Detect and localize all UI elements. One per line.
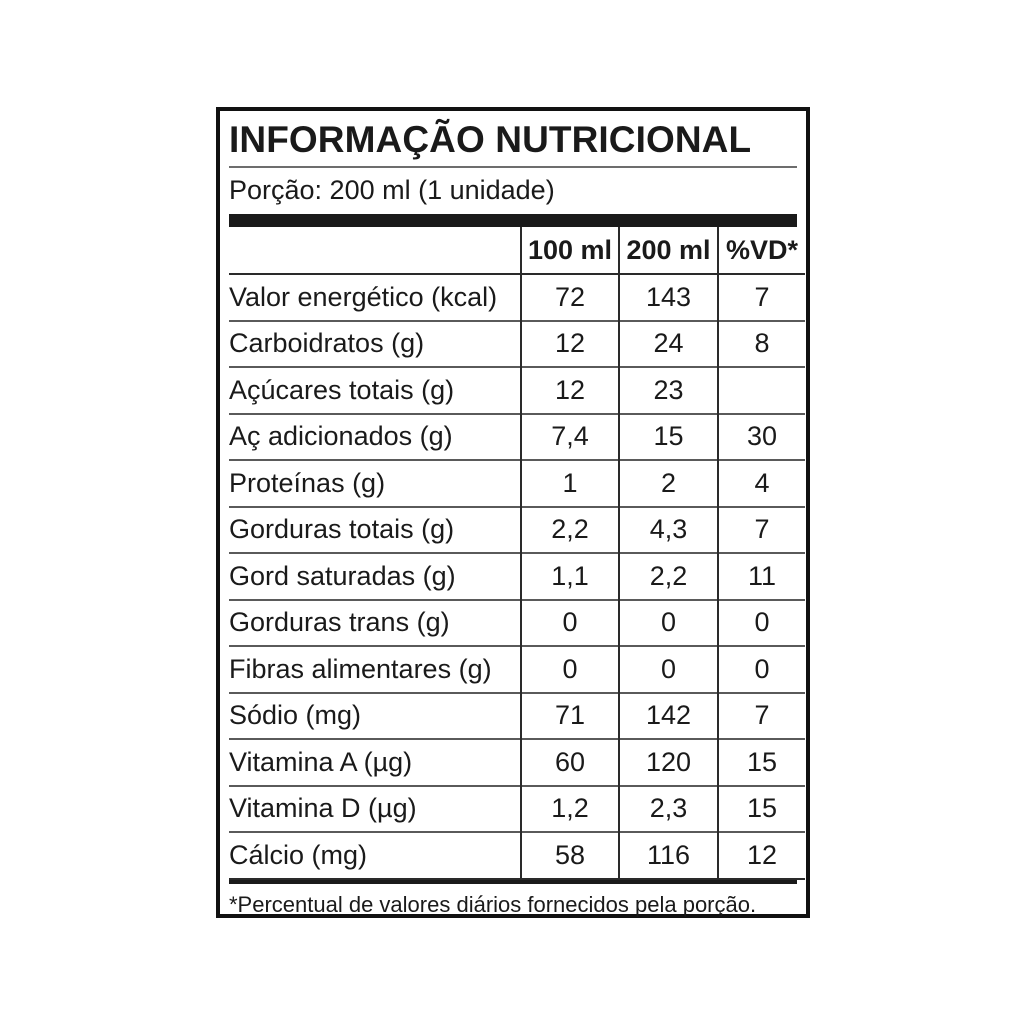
nutrient-label: Aç adicionados (g)	[229, 412, 521, 460]
nutrient-value-per100: 1	[520, 459, 619, 507]
nutrient-value-per100: 0	[520, 598, 619, 646]
nutrient-value-per100: 72	[520, 273, 619, 321]
nutrient-value-per200: 24	[618, 319, 718, 367]
nutrition-table: 100 ml 200 ml %VD* Valor energético (kca…	[229, 227, 805, 880]
nutrient-label: Gorduras totais (g)	[229, 505, 521, 553]
nutrient-value-per200: 4,3	[618, 505, 718, 553]
table-header-row: 100 ml 200 ml %VD*	[229, 227, 805, 274]
table-row: Valor energético (kcal) 72 143 7	[229, 273, 805, 321]
nutrition-facts-panel: INFORMAÇÃO NUTRICIONAL Porção: 200 ml (1…	[216, 107, 810, 918]
nutrient-value-vd: 7	[717, 691, 805, 739]
nutrient-value-per200: 2,3	[618, 784, 718, 832]
nutrient-value-vd: 15	[717, 784, 805, 832]
nutrient-label: Valor energético (kcal)	[229, 273, 521, 321]
nutrient-value-per200: 143	[618, 273, 718, 321]
table-row: Gorduras totais (g) 2,2 4,3 7	[229, 505, 805, 553]
nutrient-value-vd: 8	[717, 319, 805, 367]
nutrient-value-per200: 2	[618, 459, 718, 507]
table-row: Vitamina D (µg) 1,2 2,3 15	[229, 784, 805, 832]
column-header-vd: %VD*	[717, 227, 805, 274]
panel-title: INFORMAÇÃO NUTRICIONAL	[229, 119, 752, 160]
nutrient-value-per100: 71	[520, 691, 619, 739]
table-row: Açúcares totais (g) 12 23	[229, 366, 805, 414]
nutrient-value-vd: 0	[717, 645, 805, 693]
nutrient-value-per100: 1,2	[520, 784, 619, 832]
nutrient-value-vd: 30	[717, 412, 805, 460]
nutrient-label: Cálcio (mg)	[229, 831, 521, 880]
table-row: Proteínas (g) 1 2 4	[229, 459, 805, 507]
title-block: INFORMAÇÃO NUTRICIONAL	[229, 111, 797, 168]
nutrient-label: Vitamina A (µg)	[229, 738, 521, 786]
header-separator-bar	[229, 214, 797, 227]
nutrient-value-per100: 7,4	[520, 412, 619, 460]
footnote-divider	[229, 879, 797, 884]
nutrient-value-vd: 11	[717, 552, 805, 600]
nutrient-value-vd: 7	[717, 273, 805, 321]
nutrient-label: Carboidratos (g)	[229, 319, 521, 367]
column-header-200ml: 200 ml	[618, 227, 718, 274]
nutrient-value-per200: 23	[618, 366, 718, 414]
nutrient-label: Vitamina D (µg)	[229, 784, 521, 832]
nutrient-value-per100: 60	[520, 738, 619, 786]
nutrient-value-per200: 0	[618, 645, 718, 693]
nutrient-label: Gord saturadas (g)	[229, 552, 521, 600]
nutrient-value-vd: 12	[717, 831, 805, 880]
nutrient-value-per200: 120	[618, 738, 718, 786]
table-row: Fibras alimentares (g) 0 0 0	[229, 645, 805, 693]
nutrient-value-vd	[717, 366, 805, 414]
nutrient-value-vd: 0	[717, 598, 805, 646]
table-row: Sódio (mg) 71 142 7	[229, 691, 805, 739]
panel-inner: INFORMAÇÃO NUTRICIONAL Porção: 200 ml (1…	[220, 111, 806, 925]
table-row: Carboidratos (g) 12 24 8	[229, 319, 805, 367]
serving-size-text: Porção: 200 ml (1 unidade)	[229, 175, 555, 205]
nutrient-value-per200: 0	[618, 598, 718, 646]
table-row: Aç adicionados (g) 7,4 15 30	[229, 412, 805, 460]
table-head: 100 ml 200 ml %VD*	[229, 227, 805, 274]
nutrient-value-per100: 12	[520, 366, 619, 414]
column-header-100ml: 100 ml	[520, 227, 619, 274]
title-divider	[229, 166, 797, 168]
nutrient-label: Proteínas (g)	[229, 459, 521, 507]
nutrient-value-vd: 7	[717, 505, 805, 553]
nutrient-label: Sódio (mg)	[229, 691, 521, 739]
nutrient-value-per200: 15	[618, 412, 718, 460]
nutrient-value-per100: 58	[520, 831, 619, 880]
table-body: Valor energético (kcal) 72 143 7 Carboidrato…	[229, 273, 805, 880]
table-row: Gord saturadas (g) 1,1 2,2 11	[229, 552, 805, 600]
column-header-label	[229, 227, 521, 274]
footnote-text: *Percentual de valores diários fornecido…	[229, 891, 757, 917]
table-row: Vitamina A (µg) 60 120 15	[229, 738, 805, 786]
nutrient-label: Açúcares totais (g)	[229, 366, 521, 414]
nutrient-value-per100: 12	[520, 319, 619, 367]
nutrient-value-per100: 2,2	[520, 505, 619, 553]
table-row: Gorduras trans (g) 0 0 0	[229, 598, 805, 646]
nutrient-value-per200: 2,2	[618, 552, 718, 600]
nutrient-label: Fibras alimentares (g)	[229, 645, 521, 693]
nutrient-value-vd: 4	[717, 459, 805, 507]
nutrient-value-vd: 15	[717, 738, 805, 786]
nutrient-value-per100: 1,1	[520, 552, 619, 600]
table-row: Cálcio (mg) 58 116 12	[229, 831, 805, 880]
nutrient-value-per100: 0	[520, 645, 619, 693]
nutrient-label: Gorduras trans (g)	[229, 598, 521, 646]
nutrient-value-per200: 116	[618, 831, 718, 880]
nutrient-value-per200: 142	[618, 691, 718, 739]
